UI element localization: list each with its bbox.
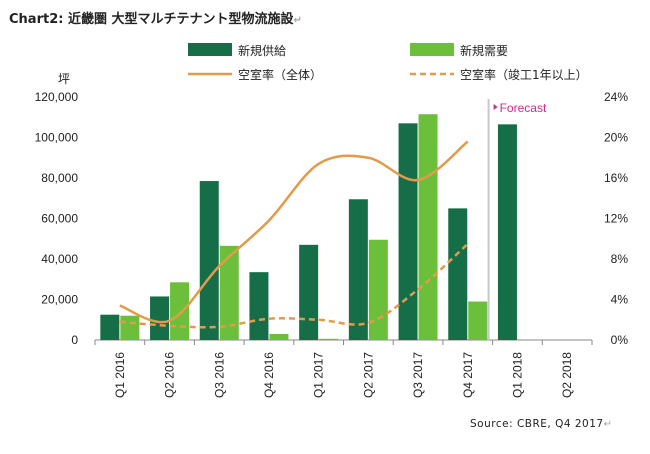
legend-item-supply: 新規供給 (188, 43, 286, 58)
bar-supply (497, 124, 517, 341)
bar-demand (269, 333, 289, 340)
y2-tick-label: 8% (611, 252, 629, 266)
legend-label: 新規供給 (238, 43, 286, 58)
y-tick-label: 120,000 (35, 90, 79, 104)
y2-tick-label: 20% (604, 131, 628, 145)
y-tick-label: 0 (71, 333, 78, 347)
bar-series (100, 114, 517, 341)
line-vacancy-1yr (119, 242, 469, 329)
bar-supply (398, 123, 418, 340)
paragraph-mark-icon: ↵ (603, 419, 613, 430)
x-tick-label: Q2 2018 (560, 352, 574, 398)
y-tick-label: 100,000 (35, 131, 79, 145)
y2-tick-label: 12% (604, 212, 628, 226)
legend-swatch (410, 43, 454, 56)
legend-swatch (188, 43, 232, 56)
x-tick-label: Q1 2017 (312, 352, 326, 398)
x-tick-label: Q4 2016 (262, 352, 276, 398)
legend-item-vacancy-all: 空室率（全体） (188, 67, 322, 82)
bar-demand (219, 245, 239, 340)
bar-demand (418, 114, 438, 341)
legend-label: 新規需要 (460, 43, 508, 58)
x-tick-label: Q1 2018 (510, 352, 524, 398)
bar-demand (468, 301, 488, 340)
y2-tick-label: 4% (611, 293, 629, 307)
y2-tick-label: 0% (611, 333, 629, 347)
x-tick-label: Q3 2017 (411, 352, 425, 398)
bar-supply (299, 244, 319, 340)
y2-tick-label: 16% (604, 171, 628, 185)
y-tick-label: 80,000 (41, 171, 78, 185)
line-vacancy-all (119, 140, 469, 324)
x-tick-label: Q3 2016 (212, 352, 226, 398)
legend-item-vacancy-1yr: 空室率（竣工1年以上） (410, 67, 588, 82)
x-tick-label: Q4 2017 (461, 352, 475, 398)
bar-supply (348, 199, 368, 340)
bar-supply (199, 181, 219, 340)
axes: 0 20,000 40,000 60,000 80,000 100,000 120,000 0… (35, 72, 629, 398)
bar-supply (100, 314, 120, 340)
chart-title-text: Chart2: 近畿圏 大型マルチテナント型物流施設 (9, 12, 294, 27)
bar-demand (368, 239, 388, 340)
bar-supply (448, 208, 468, 340)
paragraph-mark-icon: ↵ (293, 15, 302, 26)
y-tick-label: 40,000 (41, 252, 78, 266)
y-axis-unit-label: 坪 (58, 72, 70, 86)
y-tick-label: 60,000 (41, 212, 78, 226)
forecast-arrow-icon (493, 104, 498, 110)
chart-title: Chart2: 近畿圏 大型マルチテナント型物流施設↵ (9, 8, 302, 27)
source-note: Source: CBRE, Q4 2017↵ (470, 418, 612, 430)
y-tick-label: 20,000 (41, 293, 78, 307)
forecast-label: Forecast (500, 101, 547, 115)
source-text: Source: CBRE, Q4 2017 (470, 418, 604, 430)
forecast-annotation: Forecast (487, 99, 547, 340)
x-tick-label: Q1 2016 (113, 352, 127, 398)
bar-demand (120, 315, 140, 340)
legend-item-demand: 新規需要 (410, 43, 508, 58)
bar-supply (150, 296, 170, 340)
x-tick-label: Q2 2016 (163, 352, 177, 398)
bar-demand (319, 338, 339, 340)
legend-label: 空室率（全体） (238, 67, 322, 82)
x-tick-label: Q2 2017 (361, 352, 375, 398)
bar-supply (249, 272, 269, 340)
line-series (119, 140, 469, 329)
y2-tick-label: 24% (604, 90, 628, 104)
legend-label: 空室率（竣工1年以上） (460, 67, 588, 82)
bar-demand (170, 282, 190, 340)
